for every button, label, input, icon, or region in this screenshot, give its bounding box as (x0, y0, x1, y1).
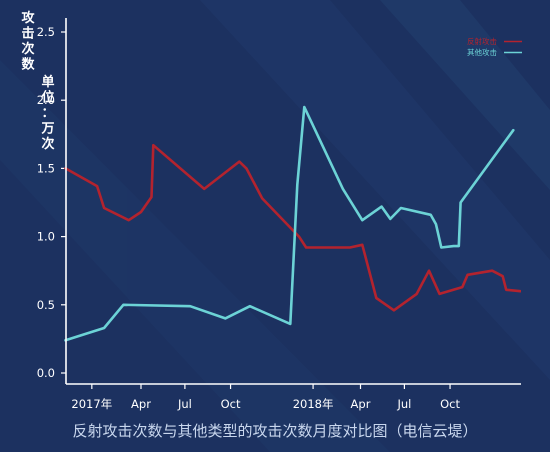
y-axis-label-line2: 单位：万次 (40, 74, 54, 152)
y-tick-label: 0.5 (37, 298, 55, 312)
series-line-reflect (64, 143, 521, 312)
x-tick-label: Jul (396, 397, 411, 411)
chart-caption: 反射攻击次数与其他类型的攻击次数月度对比图（电信云堤） (72, 422, 478, 440)
y-tick-label: 0.0 (37, 366, 55, 380)
y-tick-label: 2.0 (37, 93, 55, 107)
y-axis-ticks: 0.0 0.5 1.0 1.5 2.0 2.5 (37, 25, 66, 380)
y-tick-label: 1.0 (37, 230, 55, 244)
series-line-other (64, 105, 515, 342)
y-tick-label: 1.5 (37, 161, 55, 175)
series-lines (64, 105, 521, 342)
x-tick-label: Oct (221, 397, 241, 411)
x-tick-label: Apr (351, 397, 371, 411)
legend-label-reflect: 反射攻击 (467, 36, 497, 46)
x-tick-label: Apr (131, 397, 151, 411)
x-tick-label: 2017年 (71, 397, 112, 411)
x-tick-label: Oct (440, 397, 460, 411)
legend: 反射攻击 其他攻击 (467, 36, 522, 57)
x-axis-ticks: 2017年 Apr Jul Oct 2018年 Apr Jul Oct (71, 384, 460, 411)
y-axis-label-line1: 攻击次数 (21, 10, 35, 73)
x-tick-label: Jul (177, 397, 192, 411)
legend-label-other: 其他攻击 (467, 47, 497, 57)
axes (65, 18, 521, 385)
y-tick-label: 2.5 (37, 25, 55, 39)
x-tick-label: 2018年 (293, 397, 334, 411)
y-axis-label: 攻击次数 单位：万次 (21, 10, 54, 152)
